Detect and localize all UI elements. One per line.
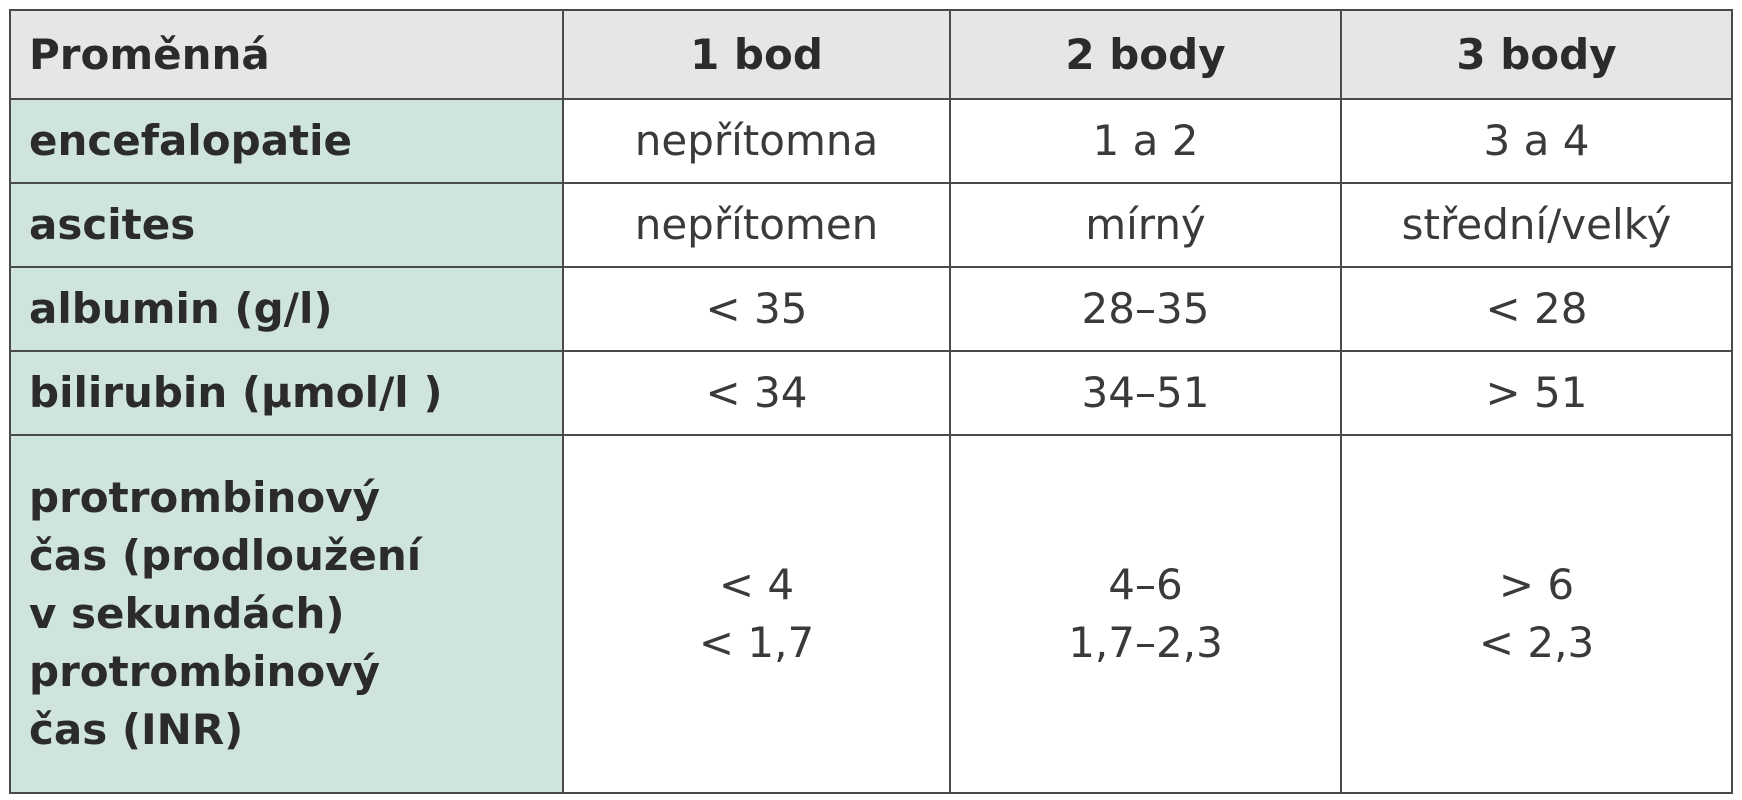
value-cell: 34–51 [949, 350, 1342, 436]
value-cell: > 51 [1340, 350, 1733, 436]
value-cell: < 28 [1340, 266, 1733, 352]
cell-line: 1,7–2,3 [1068, 618, 1223, 667]
table-row: bilirubin (µmol/l ) < 34 34–51 > 51 [9, 350, 1733, 436]
cell-line: 4–6 [1108, 560, 1183, 609]
row-label: encefalopatie [9, 98, 564, 184]
table-row: ascites nepřítomen mírný střední/velký [9, 182, 1733, 268]
cell-line: < 4 [718, 560, 795, 609]
value-cell: 28–35 [949, 266, 1342, 352]
cell-line: protrombinový [29, 647, 381, 696]
value-cell: nepřítomen [562, 182, 951, 268]
cell-line: > 6 [1498, 560, 1575, 609]
cell-line: < 2,3 [1478, 618, 1595, 667]
header-cell: Proměnná [9, 9, 564, 100]
table-container: Proměnná 1 bod 2 body 3 body encefalopatie ne… [9, 9, 1733, 794]
row-label: bilirubin (µmol/l ) [9, 350, 564, 436]
cell-line: čas (prodloužení [29, 531, 422, 580]
value-cell: střední/velký [1340, 182, 1733, 268]
value-cell: nepřítomna [562, 98, 951, 184]
header-cell: 2 body [949, 9, 1342, 100]
header-row: Proměnná 1 bod 2 body 3 body [9, 9, 1733, 100]
value-cell: < 34 [562, 350, 951, 436]
value-cell: > 6 < 2,3 [1340, 434, 1733, 794]
value-cell: 1 a 2 [949, 98, 1342, 184]
cell-line: v sekundách) [29, 589, 345, 638]
header-cell: 3 body [1340, 9, 1733, 100]
value-cell: < 4 < 1,7 [562, 434, 951, 794]
value-cell: mírný [949, 182, 1342, 268]
table-row: protrombinový čas (prodloužení v sekundách… [9, 434, 1733, 794]
value-cell: < 35 [562, 266, 951, 352]
value-cell: 4–6 1,7–2,3 [949, 434, 1342, 794]
cell-line: čas (INR) [29, 705, 244, 754]
table-row: albumin (g/l) < 35 28–35 < 28 [9, 266, 1733, 352]
header-cell: 1 bod [562, 9, 951, 100]
row-label: protrombinový čas (prodloužení v sekundách… [9, 434, 564, 794]
table: Proměnná 1 bod 2 body 3 body encefalopatie ne… [9, 9, 1733, 794]
row-label: ascites [9, 182, 564, 268]
cell-line: protrombinový [29, 473, 381, 522]
value-cell: 3 a 4 [1340, 98, 1733, 184]
row-label: albumin (g/l) [9, 266, 564, 352]
cell-line: < 1,7 [698, 618, 815, 667]
